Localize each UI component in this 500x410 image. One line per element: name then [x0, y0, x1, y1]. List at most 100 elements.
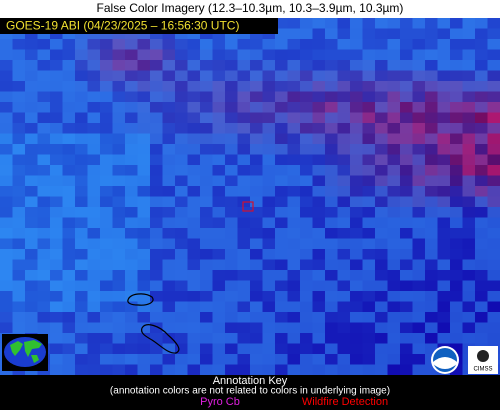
image-pixel [75, 207, 88, 218]
image-pixel [437, 217, 451, 229]
image-pixel [237, 81, 251, 92]
image-pixel [87, 301, 101, 313]
image-pixel [150, 291, 163, 302]
image-pixel [200, 207, 213, 218]
image-pixel [275, 333, 288, 344]
image-pixel [375, 112, 388, 124]
image-pixel [12, 259, 26, 271]
image-pixel [375, 291, 388, 302]
image-pixel [75, 175, 88, 187]
image-pixel [337, 133, 351, 145]
image-pixel [425, 217, 438, 229]
image-pixel [75, 280, 88, 292]
image-pixel [487, 280, 500, 292]
image-pixel [37, 280, 51, 292]
image-pixel [387, 186, 401, 197]
image-pixel [487, 186, 500, 197]
image-pixel [212, 364, 226, 375]
image-pixel [375, 154, 388, 166]
image-pixel [400, 165, 413, 176]
image-pixel [475, 70, 488, 82]
image-pixel [425, 196, 438, 208]
image-pixel [25, 207, 38, 218]
image-pixel [312, 270, 326, 281]
image-pixel [400, 70, 413, 82]
image-pixel [25, 259, 38, 271]
image-pixel [200, 364, 213, 375]
image-pixel [237, 154, 251, 166]
image-pixel [325, 301, 338, 313]
image-pixel [125, 70, 138, 82]
image-pixel [350, 102, 363, 113]
image-pixel [275, 322, 288, 334]
image-pixel [125, 343, 138, 355]
image-pixel [125, 102, 138, 113]
image-pixel [287, 322, 301, 334]
image-pixel [62, 238, 76, 250]
image-pixel [312, 291, 326, 302]
image-pixel [25, 280, 38, 292]
image-pixel [62, 196, 76, 208]
image-pixel [312, 144, 326, 155]
image-pixel [150, 154, 163, 166]
image-pixel [250, 259, 263, 271]
image-pixel [50, 259, 63, 271]
image-pixel [287, 259, 301, 271]
image-pixel [362, 133, 376, 145]
image-pixel [425, 49, 438, 61]
image-pixel [312, 312, 326, 323]
image-pixel [450, 364, 463, 375]
image-pixel [237, 217, 251, 229]
image-pixel [225, 81, 238, 92]
image-pixel [450, 228, 463, 239]
image-pixel [262, 154, 276, 166]
image-pixel [437, 102, 451, 113]
image-pixel [400, 249, 413, 260]
image-pixel [237, 60, 251, 71]
image-pixel [225, 322, 238, 334]
image-pixel [200, 49, 213, 61]
image-pixel [300, 175, 313, 187]
image-pixel [100, 270, 113, 281]
image-pixel [400, 186, 413, 197]
image-pixel [150, 207, 163, 218]
image-pixel [25, 60, 38, 71]
image-pixel [412, 39, 426, 50]
image-pixel [125, 81, 138, 92]
image-pixel [312, 49, 326, 61]
image-pixel [387, 333, 401, 344]
image-pixel [50, 280, 63, 292]
image-pixel [62, 39, 76, 50]
image-pixel [225, 186, 238, 197]
image-pixel [325, 259, 338, 271]
image-pixel [337, 102, 351, 113]
image-pixel [475, 280, 488, 292]
image-pixel [37, 291, 51, 302]
image-pixel [0, 301, 13, 313]
image-pixel [300, 165, 313, 176]
image-pixel [37, 112, 51, 124]
image-pixel [400, 123, 413, 134]
image-pixel [325, 144, 338, 155]
image-pixel [400, 91, 413, 103]
image-pixel [325, 207, 338, 218]
image-pixel [300, 343, 313, 355]
image-pixel [200, 186, 213, 197]
image-pixel [187, 165, 201, 176]
image-pixel [137, 123, 151, 134]
image-pixel [150, 280, 163, 292]
image-pixel [462, 249, 476, 260]
image-pixel [400, 333, 413, 344]
image-pixel [462, 333, 476, 344]
image-pixel [387, 280, 401, 292]
image-pixel [437, 228, 451, 239]
image-pixel [212, 49, 226, 61]
image-pixel [262, 364, 276, 375]
image-pixel [200, 102, 213, 113]
image-pixel [275, 144, 288, 155]
image-pixel [312, 196, 326, 208]
image-pixel [300, 70, 313, 82]
image-pixel [87, 364, 101, 375]
image-pixel [12, 60, 26, 71]
image-pixel [362, 165, 376, 176]
